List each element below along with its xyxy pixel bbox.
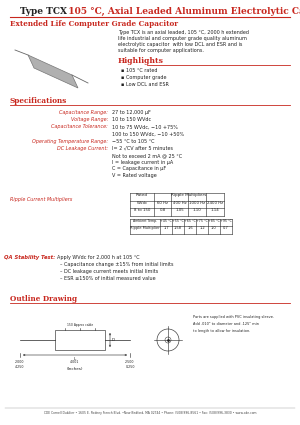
Text: 10 to 75 WVdc, −10 +75%: 10 to 75 WVdc, −10 +75% — [112, 125, 178, 129]
Text: Specifications: Specifications — [10, 97, 67, 105]
Text: 0.8: 0.8 — [159, 208, 166, 212]
Text: 2.500
0.250: 2.500 0.250 — [125, 360, 135, 368]
Text: +55 °C: +55 °C — [172, 218, 184, 223]
Text: –: – — [60, 276, 62, 281]
Text: I = leakage current in μA: I = leakage current in μA — [112, 160, 173, 165]
Text: 1.0: 1.0 — [211, 226, 217, 230]
Text: I= 2 √CV after 5 minutes: I= 2 √CV after 5 minutes — [112, 146, 173, 151]
Text: –: – — [60, 269, 62, 274]
Text: Low DCL and ESR: Low DCL and ESR — [126, 82, 169, 87]
Text: Parts are supplied with PVC insulating sleeve.: Parts are supplied with PVC insulating s… — [193, 315, 274, 319]
Text: ▪: ▪ — [121, 75, 124, 80]
Text: 1.7: 1.7 — [163, 226, 169, 230]
Text: +85 °C: +85 °C — [208, 218, 220, 223]
Text: CDE Cornell Dubilier • 1605 E. Rodney French Blvd. •New Bedford, MA 02744 • Phon: CDE Cornell Dubilier • 1605 E. Rodney Fr… — [44, 411, 256, 415]
Text: Capacitance Tolerance:: Capacitance Tolerance: — [51, 125, 108, 129]
Text: +65 °C: +65 °C — [184, 218, 196, 223]
Text: 60 Hz: 60 Hz — [157, 201, 168, 204]
Text: +45 °C: +45 °C — [160, 218, 172, 223]
Text: 105 °C rated: 105 °C rated — [126, 68, 158, 73]
Text: Highlights: Highlights — [118, 57, 164, 65]
Polygon shape — [28, 55, 78, 88]
Text: life industrial and computer grade quality aluminum: life industrial and computer grade quali… — [118, 36, 247, 41]
Text: 400 Hz: 400 Hz — [173, 201, 186, 204]
Text: WVdc: WVdc — [136, 201, 148, 204]
Text: 1.2: 1.2 — [199, 226, 205, 230]
Text: +95 °C: +95 °C — [220, 218, 232, 223]
Text: Extended Life Computer Grade Capacitor: Extended Life Computer Grade Capacitor — [10, 20, 178, 28]
Text: L: L — [74, 357, 76, 361]
Text: 2.000
4.250: 2.000 4.250 — [15, 360, 25, 368]
Text: Voltage Range:: Voltage Range: — [71, 117, 108, 122]
Text: Not to exceed 2 mA @ 25 °C: Not to exceed 2 mA @ 25 °C — [112, 153, 182, 158]
Text: V = Rated voltage: V = Rated voltage — [112, 173, 157, 178]
Text: 1.14: 1.14 — [211, 208, 219, 212]
Text: 105 °C, Axial Leaded Aluminum Electrolytic Capacitors: 105 °C, Axial Leaded Aluminum Electrolyt… — [62, 7, 300, 16]
Text: Capacitance Range:: Capacitance Range: — [59, 110, 108, 115]
Text: Ripple Multiplier: Ripple Multiplier — [130, 226, 160, 230]
Text: Add .010" to diameter and .125" min: Add .010" to diameter and .125" min — [193, 322, 259, 326]
Text: to length to allow for insulation.: to length to allow for insulation. — [193, 329, 250, 333]
Text: Computer grade: Computer grade — [126, 75, 167, 80]
Text: Ambient Temp.: Ambient Temp. — [133, 218, 157, 223]
Text: DC Leakage Current:: DC Leakage Current: — [57, 146, 108, 151]
Text: suitable for computer applications.: suitable for computer applications. — [118, 48, 204, 53]
Text: 100 to 150 WVdc, −10 +50%: 100 to 150 WVdc, −10 +50% — [112, 132, 184, 136]
Text: 4.001: 4.001 — [70, 360, 80, 364]
Text: 1.6: 1.6 — [187, 226, 193, 230]
Text: ▪: ▪ — [121, 68, 124, 73]
Text: C = Capacitance in μF: C = Capacitance in μF — [112, 166, 166, 171]
Text: Outline Drawing: Outline Drawing — [10, 295, 77, 303]
Text: 2400 Hz: 2400 Hz — [207, 201, 223, 204]
Text: Operating Temperature Range:: Operating Temperature Range: — [32, 139, 108, 144]
Text: Ripple Current Multipliers: Ripple Current Multipliers — [10, 197, 72, 202]
Text: D: D — [112, 338, 115, 342]
Text: ▪: ▪ — [121, 82, 124, 87]
Text: 1.58: 1.58 — [174, 226, 182, 230]
Text: –: – — [60, 262, 62, 267]
Text: electrolytic capacitor  with low DCL and ESR and is: electrolytic capacitor with low DCL and … — [118, 42, 242, 47]
Text: Ripple Multipliers: Ripple Multipliers — [171, 193, 207, 197]
Text: 1.10: 1.10 — [193, 208, 201, 212]
Text: Capacitance change ±15% from initial limits: Capacitance change ±15% from initial lim… — [64, 262, 173, 267]
Text: QA Stability Test:: QA Stability Test: — [4, 255, 55, 260]
Text: −55 °C to 105 °C: −55 °C to 105 °C — [112, 139, 154, 144]
Text: 27 to 12,000 μF: 27 to 12,000 μF — [112, 110, 151, 115]
Text: Type TCX: Type TCX — [20, 7, 67, 16]
Text: DC leakage current meets initial limits: DC leakage current meets initial limits — [64, 269, 158, 274]
Text: Rated: Rated — [136, 193, 148, 197]
Text: 0.7: 0.7 — [223, 226, 229, 230]
Text: 150 Approx cable: 150 Approx cable — [67, 323, 93, 327]
Bar — [55, 330, 105, 350]
Text: 1000 Hz: 1000 Hz — [189, 201, 205, 204]
Text: +75 °C: +75 °C — [196, 218, 208, 223]
Text: 8 to 150: 8 to 150 — [134, 208, 150, 212]
Text: Type TCX is an axial leaded, 105 °C, 2000 h extended: Type TCX is an axial leaded, 105 °C, 200… — [118, 30, 249, 35]
Text: 10 to 150 WVdc: 10 to 150 WVdc — [112, 117, 151, 122]
Text: ESR ≤150% of initial measured value: ESR ≤150% of initial measured value — [64, 276, 156, 281]
Text: Apply WVdc for 2,000 h at 105 °C: Apply WVdc for 2,000 h at 105 °C — [57, 255, 140, 260]
Text: 1.05: 1.05 — [175, 208, 184, 212]
Text: (Inches): (Inches) — [67, 367, 83, 371]
